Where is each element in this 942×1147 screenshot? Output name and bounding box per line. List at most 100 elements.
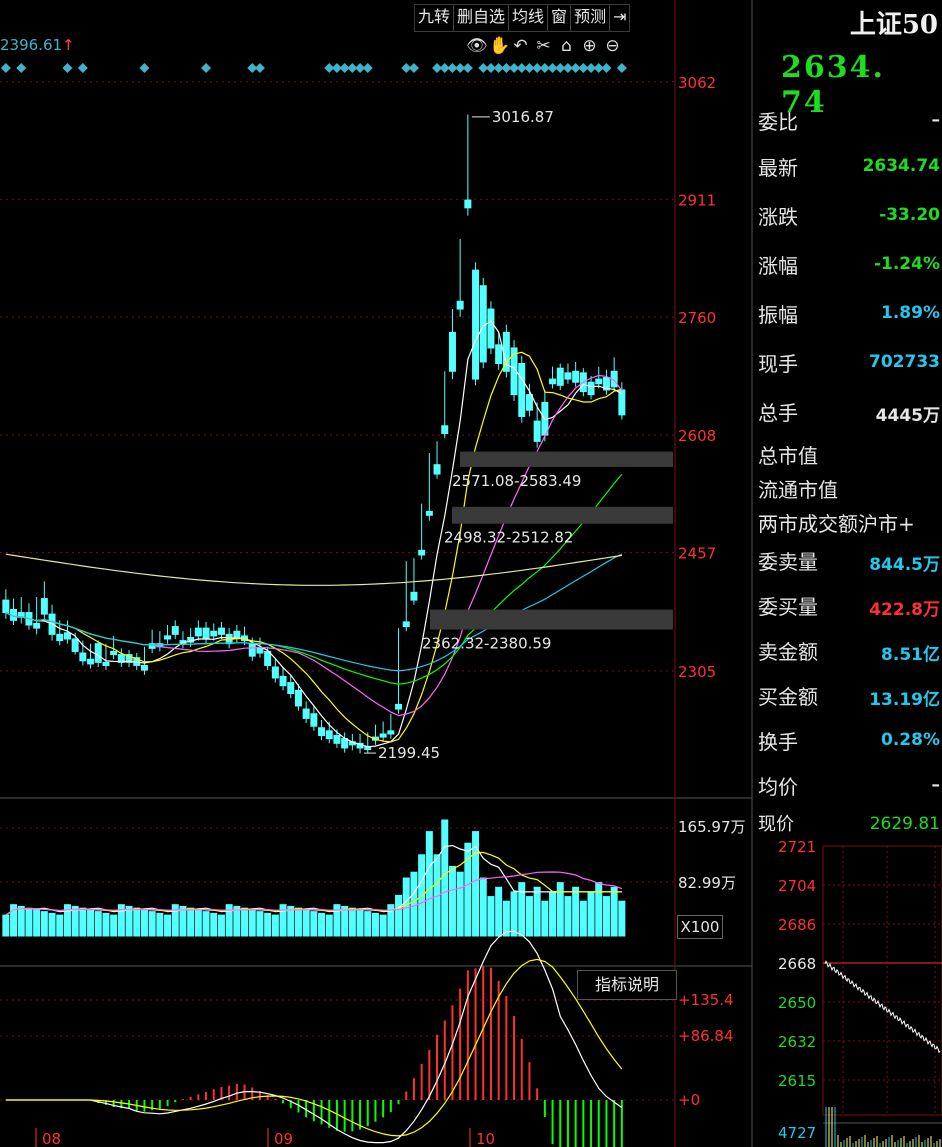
volume-bar [148,911,156,937]
undo-icon[interactable]: ↶ [513,36,528,56]
volume-bar [502,900,510,937]
signal-diamond [401,63,412,73]
candle-body [418,549,426,556]
candle-body [333,735,341,744]
order-value: 844.5万 [869,555,940,575]
stat-row-4: 现手 702733 [755,342,942,382]
candle-body [379,733,387,738]
toolbar-ma-button[interactable]: 均线 [509,5,549,31]
toolbar-forecast-button[interactable]: 预测 [571,5,611,31]
signal-diamond [16,63,27,73]
stat-label: 涨幅 [758,254,798,278]
toolbar-nine-turn-button[interactable]: 九转 [415,5,455,31]
volume-bar [248,909,256,937]
stat-row-3: 振幅 1.89% [755,293,942,333]
volume-bar [418,854,426,937]
mini-price-line [824,960,941,1054]
high-label: 3016.87 [492,108,554,126]
stat-label: 涨跌 [758,205,798,229]
hand-icon[interactable]: ✋ [489,36,511,56]
zoom-out-icon[interactable]: ⊖ [605,36,620,56]
lock-icon[interactable]: ⌂ [561,36,572,56]
gap-label: 2571.08-2583.49 [452,472,581,490]
signal-diamond [570,63,581,73]
order-label: 卖金额 [758,640,818,664]
eye-icon[interactable]: 👁 [466,36,488,56]
candle-body [318,727,326,737]
candle-body [79,652,87,662]
gap-box [452,506,673,524]
volume-unit-badge[interactable]: X100 [677,915,723,939]
signal-diamond [362,63,373,73]
signal-diamond [524,63,535,73]
volume-bar [456,871,464,937]
volume-bar [133,907,141,937]
volume-bar [110,914,118,937]
volume-bar [310,911,318,937]
signal-diamond [0,63,11,73]
mini-tick-label: 2704 [778,877,816,895]
candle-body [287,682,295,694]
mini-tick-label: 2686 [778,916,816,934]
candle-body [518,363,526,417]
volume-bar [17,905,25,937]
toolbar-window-button[interactable]: 窗 [548,5,572,31]
candle-body [202,627,210,640]
order-row-0: 委卖量 844.5万 [755,540,942,580]
volume-bar [572,886,580,937]
order-value: 422.8万 [869,600,940,620]
volume-bar [210,912,218,937]
candle-body [248,643,256,657]
candle-body [117,654,125,663]
signal-diamond [478,63,489,73]
volume-bar [364,911,372,937]
candle-body [294,689,302,707]
signal-diamond [447,63,458,73]
signal-diamond [516,63,527,73]
ma250-line [5,553,622,586]
volume-bar [48,912,56,937]
macd-tick-label: +135.4 [678,991,734,1009]
order-row-2: 卖金额 8.51亿 [755,630,942,670]
candle-body [433,464,441,475]
volume-bar [441,819,449,937]
stat-row-0: 最新 2634.74 [755,146,942,186]
stat-value: 1.89% [881,303,940,323]
candle-body [102,661,110,666]
stat-label: 现手 [758,352,798,376]
order-label: 买金额 [758,685,818,709]
signal-diamond [432,63,443,73]
x-tick-label: 08 [42,1130,61,1147]
volume-bar [318,912,326,937]
indicator-help-button[interactable]: 指标说明 [577,970,677,1000]
signal-diamond [439,63,450,73]
signal-diamond [77,63,88,73]
zoom-in-icon[interactable]: ⊕ [582,36,597,56]
candle-body [87,658,95,665]
candle-body [587,381,595,396]
stat-row-1: 涨跌 -33.20 [755,195,942,235]
signal-diamond [562,63,573,73]
collapse-right-icon[interactable]: ⇥ [613,7,627,26]
volume-bar [33,909,41,937]
chart-toolbar: 九转 删自选 均线 窗 预测 ⇥ [414,4,631,32]
volume-bar [125,905,133,937]
volume-bar [302,909,310,937]
signal-diamond [331,63,342,73]
signal-diamond [601,63,612,73]
volume-bar [194,909,202,937]
y-tick-label: 2305 [678,663,716,681]
volume-bar [264,912,272,937]
order-row-3: 买金额 13.19亿 [755,675,942,715]
scissors-icon[interactable]: ✂ [536,36,551,56]
volume-bar [341,905,349,937]
volume-bar [549,891,557,937]
chart-tools: 👁 ✋ ↶ ✂ ⌂ ⊕ ⊖ [466,36,621,56]
volume-bar [140,909,148,937]
signal-diamond [254,63,265,73]
toolbar-remove-watchlist-button[interactable]: 删自选 [454,5,510,31]
volume-bar [156,912,164,937]
volume-bar [294,907,302,937]
candle-body [487,308,495,349]
